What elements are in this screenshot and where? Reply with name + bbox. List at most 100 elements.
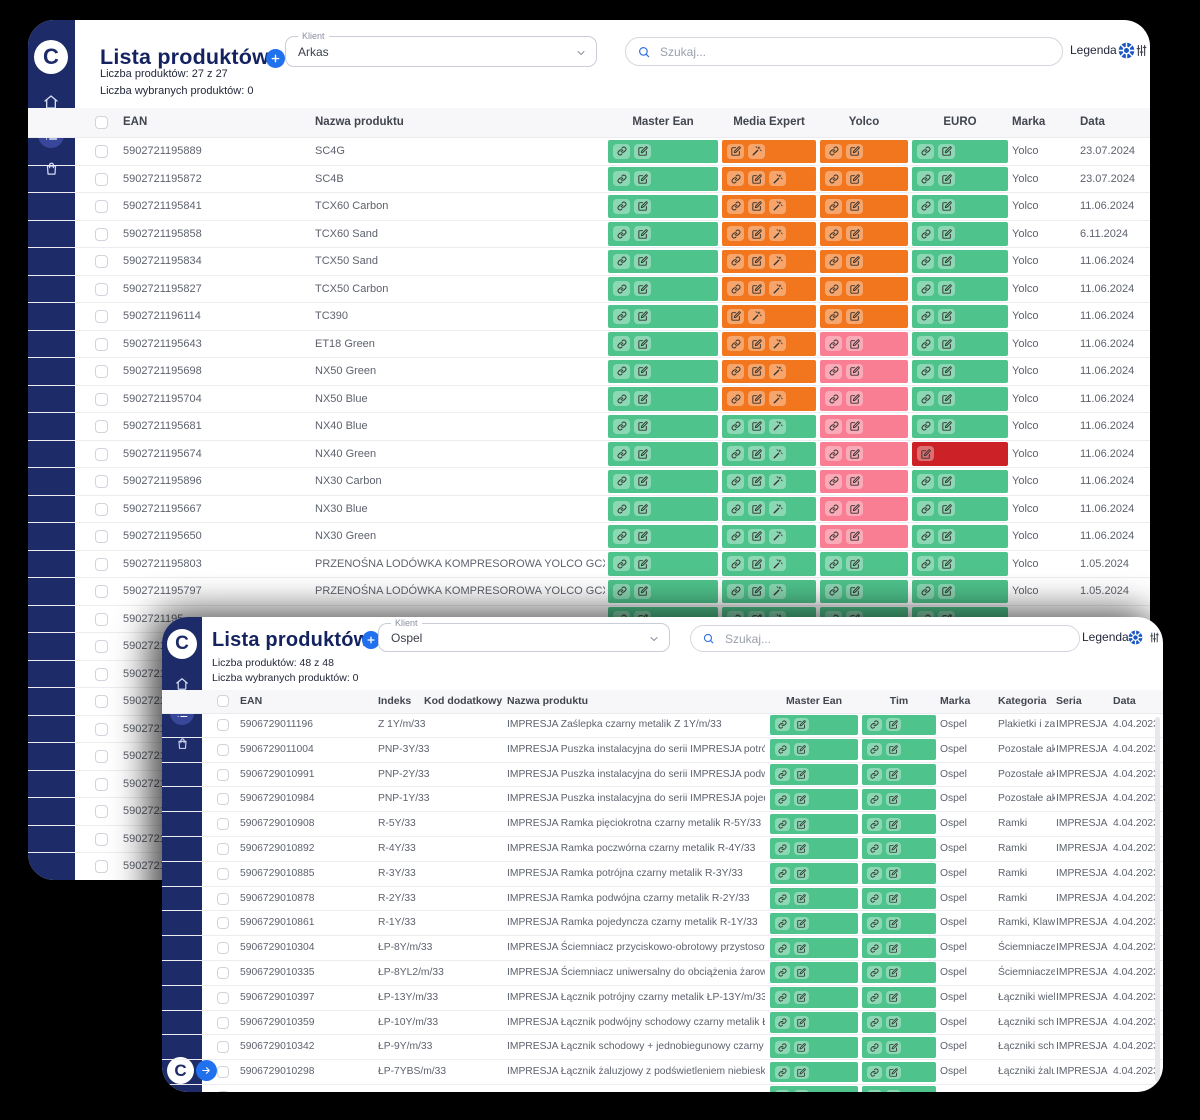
link-action-button[interactable] xyxy=(867,1015,882,1029)
edit-action-button[interactable] xyxy=(794,842,809,856)
column-header-yolco[interactable]: Yolco xyxy=(848,116,880,128)
link-action-button[interactable] xyxy=(917,143,934,159)
row-checkbox[interactable] xyxy=(217,867,229,880)
edit-action-button[interactable] xyxy=(938,198,955,214)
sidebar-item-bag[interactable] xyxy=(175,736,189,750)
edit-action-button[interactable] xyxy=(634,143,651,159)
edit-action-button[interactable] xyxy=(634,391,651,407)
wand-action-button[interactable] xyxy=(769,171,786,187)
row-checkbox[interactable] xyxy=(217,842,229,855)
edit-action-button[interactable] xyxy=(886,891,901,905)
link-action-button[interactable] xyxy=(825,501,842,517)
row-checkbox[interactable] xyxy=(95,722,108,736)
edit-action-button[interactable] xyxy=(748,171,765,187)
link-action-button[interactable] xyxy=(917,583,934,599)
row-checkbox[interactable] xyxy=(217,818,229,831)
edit-action-button[interactable] xyxy=(846,528,863,544)
link-action-button[interactable] xyxy=(825,583,842,599)
select-all-checkbox[interactable] xyxy=(217,695,229,707)
sidebar-item-home[interactable] xyxy=(175,677,189,691)
edit-action-button[interactable] xyxy=(846,143,863,159)
link-action-button[interactable] xyxy=(867,792,882,806)
row-checkbox[interactable] xyxy=(95,860,108,873)
edit-action-button[interactable] xyxy=(634,253,651,269)
column-header-data[interactable]: Data xyxy=(1080,116,1105,128)
edit-action-button[interactable] xyxy=(886,916,901,930)
link-action-button[interactable] xyxy=(613,391,630,407)
link-action-button[interactable] xyxy=(775,718,790,732)
row-checkbox[interactable] xyxy=(95,667,108,681)
row-checkbox[interactable] xyxy=(95,777,108,791)
row-checkbox[interactable] xyxy=(217,917,229,930)
edit-action-button[interactable] xyxy=(794,767,809,781)
edit-action-button[interactable] xyxy=(794,1015,809,1029)
row-checkbox[interactable] xyxy=(217,991,229,1004)
row-checkbox[interactable] xyxy=(95,337,108,351)
edit-action-button[interactable] xyxy=(938,281,955,297)
edit-action-button[interactable] xyxy=(938,501,955,517)
edit-action-button[interactable] xyxy=(938,528,955,544)
edit-action-button[interactable] xyxy=(727,143,744,159)
edit-action-button[interactable] xyxy=(886,1065,901,1079)
link-action-button[interactable] xyxy=(867,891,882,905)
link-action-button[interactable] xyxy=(613,226,630,242)
row-checkbox[interactable] xyxy=(95,750,108,763)
row-checkbox[interactable] xyxy=(95,282,108,296)
link-action-button[interactable] xyxy=(727,446,744,462)
link-action-button[interactable] xyxy=(775,991,790,1005)
link-action-button[interactable] xyxy=(775,966,790,980)
link-action-button[interactable] xyxy=(727,473,744,489)
link-action-button[interactable] xyxy=(825,363,842,379)
column-header-indeks[interactable]: Indeks xyxy=(378,695,412,707)
edit-action-button[interactable] xyxy=(748,418,765,434)
column-header-media-expert[interactable]: Media Expert xyxy=(733,116,805,128)
row-checkbox[interactable] xyxy=(95,227,108,241)
link-action-button[interactable] xyxy=(775,743,790,757)
link-action-button[interactable] xyxy=(867,916,882,930)
edit-action-button[interactable] xyxy=(634,446,651,462)
filters-icon[interactable] xyxy=(1134,43,1149,63)
link-action-button[interactable] xyxy=(613,143,630,159)
link-action-button[interactable] xyxy=(727,198,744,214)
add-product-button[interactable] xyxy=(362,631,380,649)
wand-action-button[interactable] xyxy=(769,473,786,489)
link-action-button[interactable] xyxy=(775,1065,790,1079)
edit-action-button[interactable] xyxy=(938,171,955,187)
edit-action-button[interactable] xyxy=(938,391,955,407)
row-checkbox[interactable] xyxy=(217,1016,229,1029)
search-input[interactable] xyxy=(723,626,1071,651)
edit-action-button[interactable] xyxy=(886,718,901,732)
edit-action-button[interactable] xyxy=(886,941,901,955)
link-action-button[interactable] xyxy=(917,528,934,544)
link-action-button[interactable] xyxy=(613,473,630,489)
link-action-button[interactable] xyxy=(917,363,934,379)
row-checkbox[interactable] xyxy=(217,1090,229,1092)
link-action-button[interactable] xyxy=(727,501,744,517)
wand-action-button[interactable] xyxy=(769,281,786,297)
link-action-button[interactable] xyxy=(917,391,934,407)
link-action-button[interactable] xyxy=(867,1040,882,1054)
link-action-button[interactable] xyxy=(613,446,630,462)
link-action-button[interactable] xyxy=(867,966,882,980)
row-checkbox[interactable] xyxy=(217,793,229,806)
link-action-button[interactable] xyxy=(613,253,630,269)
link-action-button[interactable] xyxy=(613,528,630,544)
edit-action-button[interactable] xyxy=(886,991,901,1005)
link-action-button[interactable] xyxy=(613,418,630,434)
edit-action-button[interactable] xyxy=(886,1040,901,1054)
link-action-button[interactable] xyxy=(867,1090,882,1092)
link-action-button[interactable] xyxy=(613,363,630,379)
link-action-button[interactable] xyxy=(727,281,744,297)
row-checkbox[interactable] xyxy=(217,743,229,756)
link-action-button[interactable] xyxy=(775,941,790,955)
edit-action-button[interactable] xyxy=(634,501,651,517)
link-action-button[interactable] xyxy=(867,991,882,1005)
edit-action-button[interactable] xyxy=(634,281,651,297)
edit-action-button[interactable] xyxy=(634,418,651,434)
edit-action-button[interactable] xyxy=(938,418,955,434)
edit-action-button[interactable] xyxy=(846,583,863,599)
link-action-button[interactable] xyxy=(825,226,842,242)
row-checkbox[interactable] xyxy=(217,1041,229,1054)
edit-action-button[interactable] xyxy=(794,991,809,1005)
link-action-button[interactable] xyxy=(775,842,790,856)
